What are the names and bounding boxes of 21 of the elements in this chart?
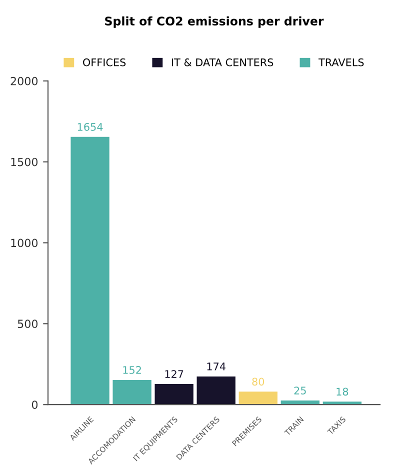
bar bbox=[112, 380, 152, 405]
data-label: 1654 bbox=[78, 122, 103, 131]
legend-label: IT & DATA CENTERS bbox=[172, 58, 274, 66]
bar bbox=[196, 376, 236, 405]
bar bbox=[70, 136, 110, 405]
data-label: 152 bbox=[123, 366, 141, 374]
y-tick-label: 1000 bbox=[11, 238, 38, 248]
data-label: 80 bbox=[252, 378, 264, 386]
y-tick-label: 0 bbox=[32, 400, 38, 409]
data-label: 127 bbox=[165, 370, 184, 378]
data-label: 18 bbox=[336, 388, 348, 396]
data-label: 25 bbox=[294, 386, 306, 394]
bar bbox=[238, 392, 278, 405]
bar bbox=[154, 384, 194, 405]
chart-title: Split of CO2 emissions per driver bbox=[105, 16, 324, 28]
legend-label: TRAVELS bbox=[318, 58, 364, 66]
y-tick-label: 2000 bbox=[10, 76, 38, 86]
data-label: 174 bbox=[207, 362, 226, 370]
y-tick-label: 1500 bbox=[11, 158, 38, 166]
y-tick-label: 500 bbox=[18, 320, 38, 328]
legend-label: OFFICES bbox=[83, 58, 126, 66]
